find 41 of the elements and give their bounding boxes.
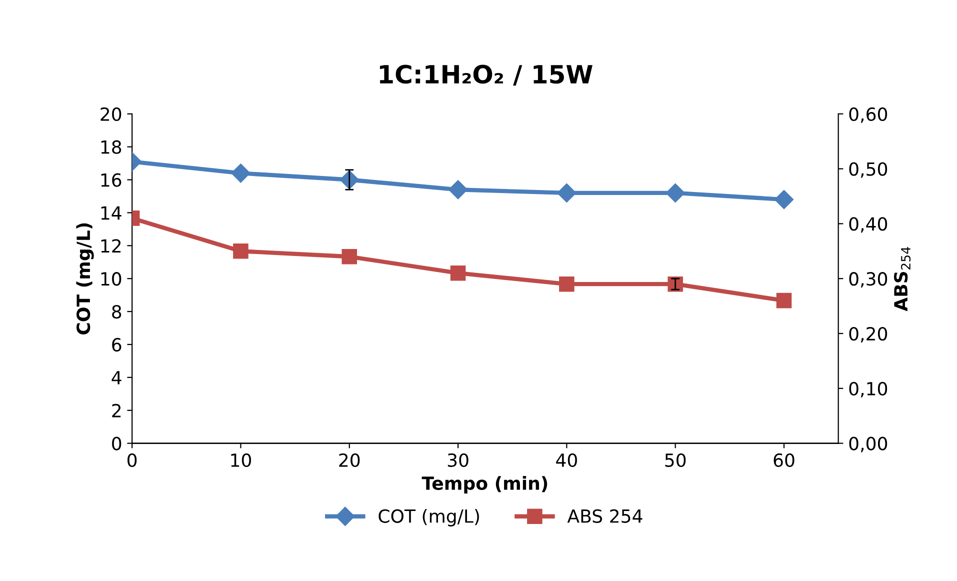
- point: [233, 244, 248, 259]
- x-tick-label: 30: [448, 453, 468, 467]
- y2-tick-label: 0,30: [849, 272, 888, 288]
- y-tick-label: 8: [112, 304, 122, 319]
- point: [774, 190, 794, 210]
- x-tick-label: 50: [665, 453, 686, 467]
- y2-axis-title: ABS$_{254}$: [894, 247, 911, 312]
- legend-label: ABS 254: [567, 509, 642, 523]
- point: [557, 183, 576, 202]
- y-tick-label: 0: [112, 436, 122, 450]
- x-tick-label: 10: [231, 453, 252, 467]
- point: [776, 292, 792, 308]
- point: [448, 180, 468, 200]
- y-tick-label: 14: [101, 206, 122, 220]
- y2-tick-label: 0,20: [849, 326, 888, 342]
- y-tick-label: 20: [100, 107, 122, 121]
- point: [231, 164, 250, 183]
- y2-tick-label: 0,10: [849, 382, 888, 398]
- y-tick-label: 10: [101, 272, 122, 286]
- y2-tick-label: 0,40: [849, 217, 888, 233]
- y2-tick-label: 0,60: [849, 107, 888, 123]
- point: [666, 183, 685, 202]
- y-tick-label: 6: [112, 338, 122, 352]
- x-axis-title: Tempo (min): [422, 476, 548, 494]
- x-tick-label: 60: [774, 453, 794, 467]
- y-tick-label: 16: [101, 173, 122, 187]
- y2-tick-label: 0,00: [849, 436, 888, 452]
- y-tick-label: 4: [112, 371, 122, 384]
- y2-tick-label: 0,50: [849, 162, 888, 178]
- x-tick-label: 20: [339, 453, 360, 467]
- point: [342, 248, 358, 264]
- y-tick-label: 2: [112, 404, 121, 418]
- legend-label: COT (mg/L): [378, 508, 479, 526]
- point: [559, 276, 574, 292]
- y-tick-label: 12: [101, 239, 121, 253]
- x-tick-label: 0: [128, 453, 137, 467]
- point: [450, 265, 466, 281]
- x-tick-label: 40: [556, 453, 577, 467]
- chart-title: 1C:1H₂O₂ / 15W: [380, 64, 592, 86]
- y-tick-label: 18: [101, 140, 122, 154]
- y-axis-title: COT (mg/L): [76, 223, 94, 334]
